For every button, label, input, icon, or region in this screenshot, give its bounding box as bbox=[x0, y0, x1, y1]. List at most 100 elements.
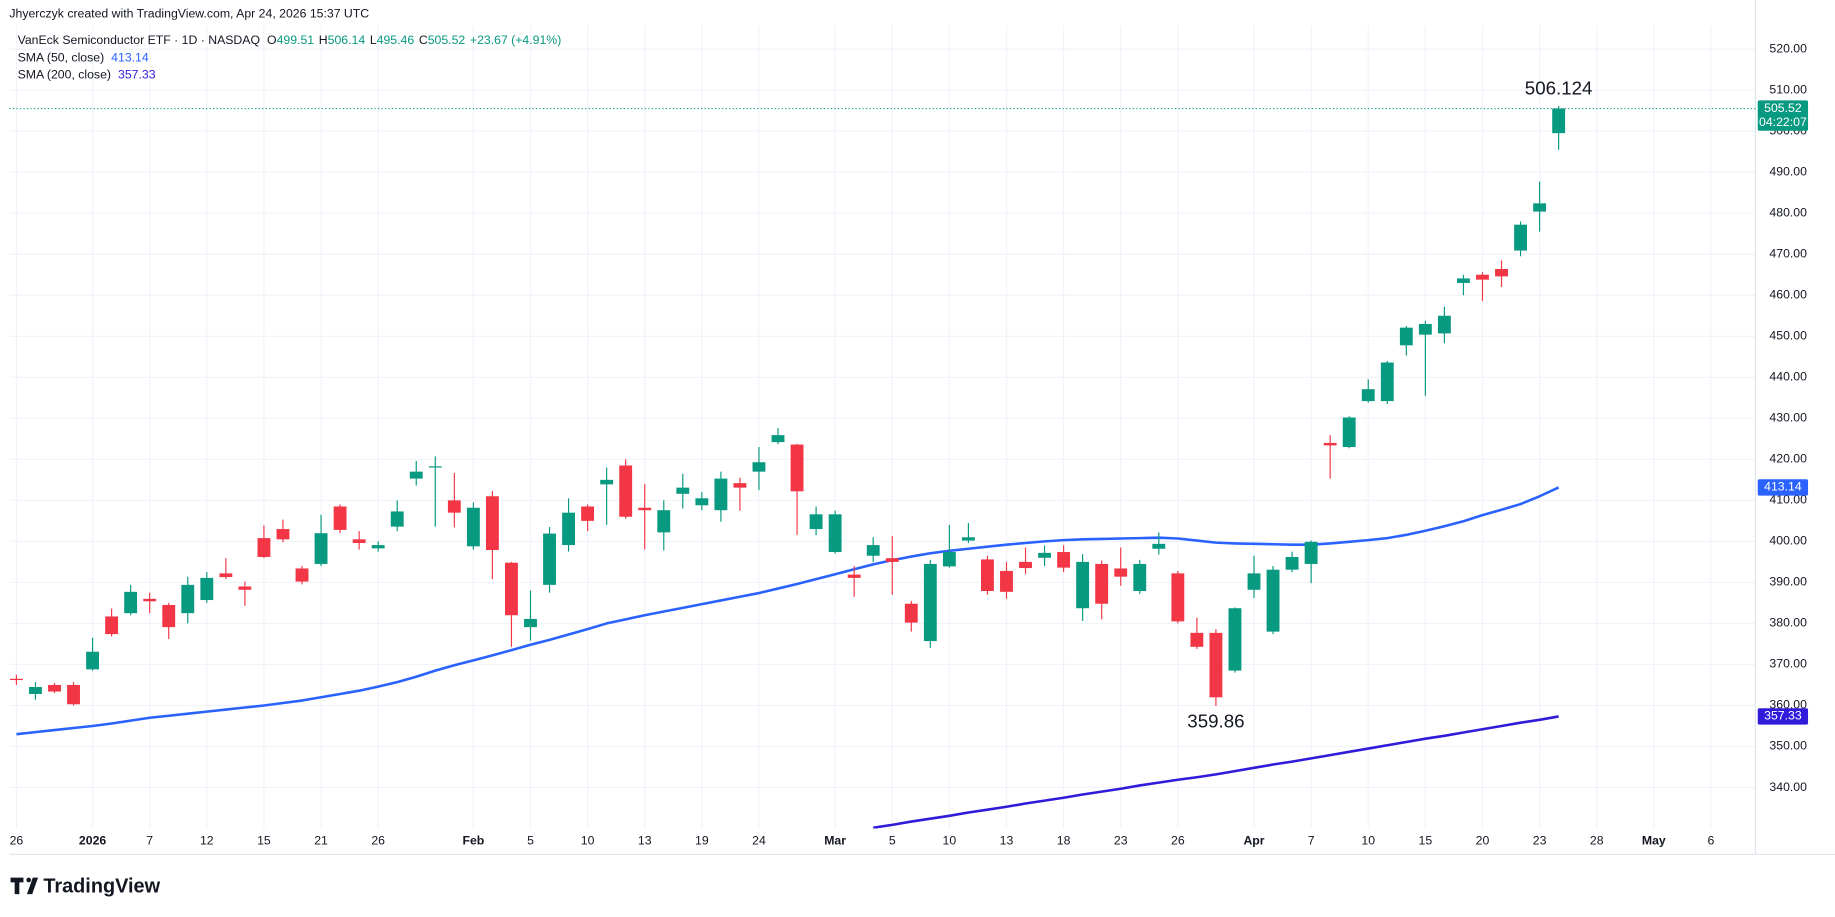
y-tick-label: 480.00 bbox=[1769, 205, 1807, 219]
legend-name: SMA (200, close) bbox=[18, 68, 111, 82]
change-value: +23.67 (+4.91%) bbox=[470, 33, 561, 47]
x-tick-label: 23 bbox=[1533, 834, 1547, 848]
candle-body bbox=[1457, 278, 1470, 283]
x-tick-label: 21 bbox=[314, 834, 328, 848]
candle-body bbox=[961, 537, 975, 541]
candles bbox=[9, 105, 1566, 707]
candle-body bbox=[466, 507, 480, 547]
x-tick-label: 26 bbox=[1171, 834, 1185, 848]
candle-body bbox=[676, 487, 690, 494]
x-tick-label: 15 bbox=[1419, 834, 1433, 848]
candle-body bbox=[409, 471, 423, 479]
credit: Jhyerczyk created with TradingView.com, … bbox=[9, 6, 369, 20]
y-tick-label: 390.00 bbox=[1769, 575, 1807, 589]
x-tick-label: Mar bbox=[824, 834, 846, 848]
candle-body bbox=[86, 651, 100, 670]
price-badge bbox=[1757, 479, 1809, 496]
candle-body bbox=[1228, 608, 1242, 671]
candle-body bbox=[1533, 203, 1547, 212]
ohlc-value: 505.52 bbox=[428, 33, 466, 47]
candle-body bbox=[809, 514, 823, 530]
candle-body bbox=[524, 618, 537, 628]
candle-body bbox=[1552, 108, 1566, 134]
candle-body bbox=[124, 591, 138, 614]
y-tick-label: 360.00 bbox=[1769, 698, 1807, 712]
candle-body bbox=[1247, 573, 1261, 590]
x-tick-label: 20 bbox=[1476, 834, 1490, 848]
x-tick-label: 26 bbox=[10, 834, 24, 848]
sma-line bbox=[16, 486, 1560, 736]
legend-ohlc: VanEck Semiconductor ETF · 1D · NASDAQ O4… bbox=[18, 33, 562, 47]
y-tick-label: 400.00 bbox=[1769, 534, 1807, 548]
price-badge-label: 413.14 bbox=[1764, 480, 1802, 494]
candle-body bbox=[885, 558, 899, 562]
candle-body bbox=[1342, 417, 1356, 448]
ohlc-label: L bbox=[370, 33, 377, 47]
grid bbox=[9, 25, 1756, 829]
y-tick-label: 340.00 bbox=[1769, 780, 1807, 794]
symbol-title: VanEck Semiconductor ETF · 1D · NASDAQ bbox=[18, 33, 260, 47]
indicators bbox=[16, 486, 1560, 829]
candle-body bbox=[67, 684, 80, 705]
x-tick-label: 6 bbox=[1708, 834, 1715, 848]
y-tick-label: 430.00 bbox=[1769, 411, 1807, 425]
candle-body bbox=[314, 533, 328, 564]
candle-body bbox=[143, 598, 157, 602]
ohlc-value: 495.46 bbox=[377, 33, 415, 47]
candle-body bbox=[505, 562, 518, 616]
candle-body bbox=[371, 545, 385, 549]
candle-body bbox=[1152, 543, 1166, 549]
candle-body bbox=[657, 510, 671, 533]
candle-body bbox=[1266, 569, 1280, 632]
ohlc-label: O bbox=[267, 33, 277, 47]
x-tick-label: 10 bbox=[1361, 834, 1375, 848]
candle-body bbox=[790, 444, 804, 492]
ohlc-value: 499.51 bbox=[277, 33, 315, 47]
candle-body bbox=[866, 545, 880, 556]
candle-body bbox=[1304, 541, 1318, 564]
candle-body bbox=[1000, 570, 1013, 592]
legend-value: 357.33 bbox=[118, 68, 156, 82]
x-tick-label: 7 bbox=[1308, 834, 1315, 848]
candle-body bbox=[733, 483, 747, 488]
countdown-label: 04:22:07 bbox=[1759, 115, 1807, 129]
candle-body bbox=[543, 533, 556, 585]
y-tick-label: 380.00 bbox=[1769, 616, 1807, 630]
y-tick-label: 410.00 bbox=[1769, 493, 1807, 507]
y-tick-label: 370.00 bbox=[1769, 657, 1807, 671]
x-tick-label: May bbox=[1642, 834, 1666, 848]
y-tick-label: 420.00 bbox=[1769, 452, 1807, 466]
x-tick-label: 2026 bbox=[79, 834, 106, 848]
candle-body bbox=[619, 465, 633, 517]
logo bbox=[10, 877, 39, 895]
candle-body bbox=[600, 479, 614, 485]
candle-body bbox=[29, 687, 42, 694]
candle-body bbox=[904, 603, 918, 623]
candle-body bbox=[1380, 362, 1394, 402]
candle-body bbox=[1057, 552, 1071, 568]
candle-body bbox=[1323, 442, 1337, 446]
candle-body bbox=[638, 507, 652, 511]
x-tick-label: 26 bbox=[371, 834, 385, 848]
candle-body bbox=[1133, 563, 1147, 592]
logo-mark bbox=[10, 877, 39, 895]
x-tick-label: 15 bbox=[257, 834, 271, 848]
x-tick-label: 13 bbox=[638, 834, 652, 848]
candle-body bbox=[238, 586, 252, 590]
y-tick-label: 460.00 bbox=[1769, 288, 1807, 302]
candle-body bbox=[923, 563, 937, 642]
candle-body bbox=[181, 584, 195, 614]
x-tick-label: Apr bbox=[1243, 834, 1264, 848]
candle-body bbox=[1076, 561, 1090, 609]
y-tick-label: 350.00 bbox=[1769, 739, 1807, 753]
candle-body bbox=[1361, 389, 1375, 402]
x-tick-label: Feb bbox=[462, 834, 484, 848]
y-tick-label: 520.00 bbox=[1769, 41, 1807, 55]
candle-body bbox=[390, 511, 404, 527]
candle-body bbox=[942, 552, 956, 567]
ohlc-label: H bbox=[319, 33, 328, 47]
watermark: TradingView bbox=[43, 875, 160, 897]
x-tick-label: 10 bbox=[943, 834, 957, 848]
y-tick-label: 490.00 bbox=[1769, 164, 1807, 178]
